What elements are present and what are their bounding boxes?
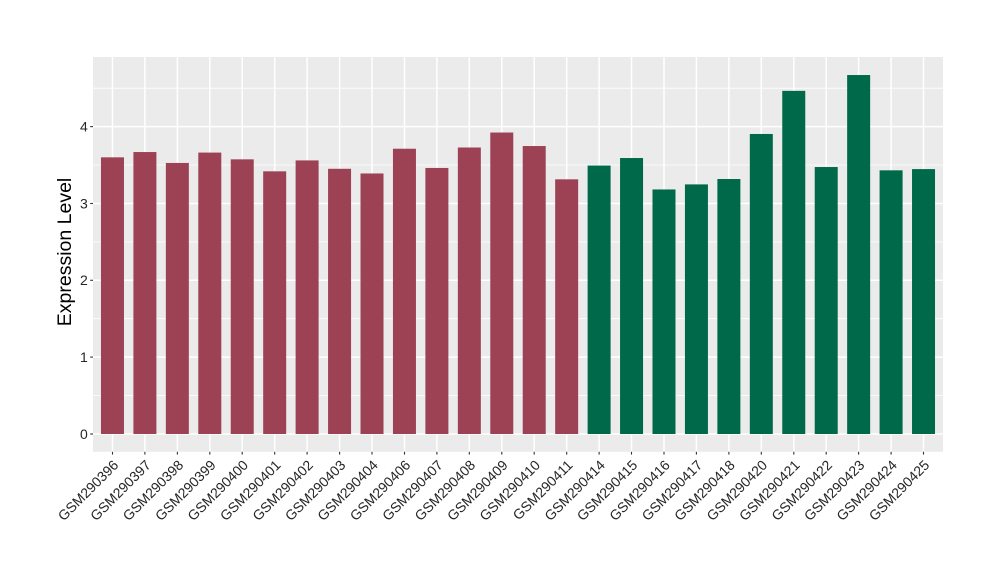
svg-text:1: 1 — [80, 349, 88, 365]
svg-text:0: 0 — [80, 426, 88, 442]
svg-text:4: 4 — [80, 119, 88, 135]
svg-text:Expression Level: Expression Level — [54, 178, 76, 327]
svg-text:3: 3 — [80, 195, 88, 211]
svg-text:2: 2 — [80, 272, 88, 288]
